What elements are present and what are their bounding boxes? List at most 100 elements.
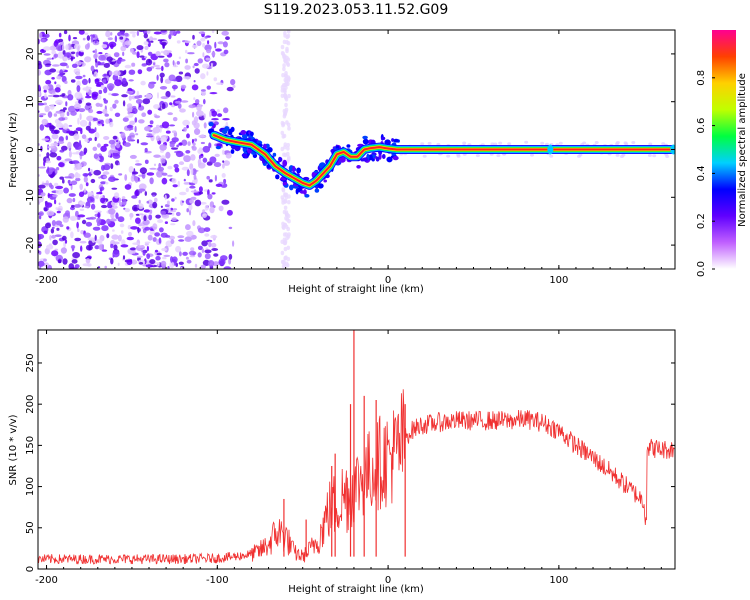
speckle-point <box>78 108 86 113</box>
speckle-point <box>54 81 57 85</box>
speckle-point <box>287 126 291 131</box>
speckle-point <box>207 260 215 267</box>
speckle-point <box>68 150 72 158</box>
speckle-point <box>206 85 211 90</box>
speckle-point <box>172 117 178 122</box>
speckle-point <box>141 63 147 67</box>
speckle-point <box>223 160 231 166</box>
speckle-point <box>47 166 50 174</box>
speckle-point <box>83 151 86 155</box>
speckle-point <box>283 142 288 147</box>
speckle-point <box>98 54 106 61</box>
speckle-point <box>206 175 210 180</box>
speckle-point <box>88 108 94 114</box>
speckle-point <box>94 48 98 54</box>
speckle-point <box>285 34 290 40</box>
y-tick-label: 200 <box>25 395 36 414</box>
speckle-point <box>122 51 125 57</box>
speckle-point <box>125 115 133 118</box>
ridge-blob <box>230 126 235 133</box>
speckle-point <box>80 150 83 156</box>
speckle-point <box>211 52 216 56</box>
speckle-point <box>62 179 65 184</box>
speckle-point <box>162 256 167 260</box>
speckle-point <box>66 130 74 134</box>
speckle-point <box>45 63 52 66</box>
speckle-point <box>187 52 195 55</box>
speckle-point <box>53 113 58 117</box>
ridge-blob <box>230 149 235 154</box>
speckle-point <box>74 204 81 208</box>
speckle-point <box>43 258 47 262</box>
speckle-point <box>103 143 109 147</box>
speckle-point <box>192 111 195 118</box>
ridge-blob <box>382 154 386 159</box>
speckle-point <box>221 149 225 155</box>
speckle-point <box>146 253 151 260</box>
speckle-point <box>44 202 53 208</box>
speckle-point <box>283 255 288 261</box>
speckle-point <box>173 163 179 169</box>
speckle-point <box>52 239 58 246</box>
speckle-point <box>57 259 62 264</box>
speckle-point <box>54 234 62 237</box>
x-tick-label: 0 <box>385 575 391 586</box>
speckle-point <box>127 135 132 142</box>
speckle-point <box>164 194 167 201</box>
speckle-point <box>286 41 291 46</box>
ridge-blob <box>282 159 288 167</box>
speckle-point <box>89 216 97 220</box>
speckle-point <box>111 149 119 154</box>
speckle-point <box>83 176 88 183</box>
speckle-point <box>185 58 189 64</box>
speckle-point <box>86 35 91 41</box>
speckle-point <box>218 205 224 212</box>
speckle-point <box>73 103 81 110</box>
speckle-point <box>210 62 213 69</box>
speckle-point <box>207 193 213 200</box>
speckle-point <box>70 245 76 249</box>
snr-frame <box>37 329 676 570</box>
y-tick-label: -10 <box>25 189 36 205</box>
speckle-point <box>193 80 196 83</box>
speckle-point <box>141 57 146 61</box>
speckle-point <box>80 50 84 53</box>
speckle-point <box>124 40 132 46</box>
speckle-point <box>202 145 211 153</box>
speckle-point <box>146 200 150 204</box>
speckle-point <box>284 261 289 266</box>
speckle-point <box>225 152 232 159</box>
y-tick-label: 10 <box>25 95 36 108</box>
colorbar-gradient <box>712 30 736 269</box>
speckle-point <box>130 175 135 182</box>
speckle-point <box>68 193 76 197</box>
speckle-point <box>112 229 115 232</box>
speckle-point <box>204 249 212 254</box>
speckle-point <box>186 133 190 139</box>
speckle-point <box>184 40 191 44</box>
speckle-point <box>84 137 90 143</box>
speckle-point <box>147 109 153 115</box>
speckle-point <box>192 142 196 147</box>
speckle-point <box>228 258 232 265</box>
speckle-point <box>140 247 143 253</box>
speckle-point <box>109 121 114 128</box>
ridge-blob <box>323 179 328 183</box>
speckle-point <box>56 227 60 231</box>
speckle-point <box>213 77 218 82</box>
speckle-point <box>162 44 165 49</box>
speckle-point <box>183 126 187 132</box>
speckle-point <box>211 248 219 251</box>
speckle-point <box>124 64 132 69</box>
speckle-point <box>427 141 432 145</box>
speckle-point <box>51 220 57 226</box>
speckle-point <box>106 218 111 225</box>
snr-y-ticks: 0 50 100 150 200 250 <box>25 353 675 572</box>
speckle-point <box>145 264 154 268</box>
speckle-point <box>159 72 165 78</box>
speckle-point <box>155 135 161 142</box>
speckle-point <box>57 140 65 144</box>
speckle-point <box>167 165 173 170</box>
speckle-point <box>63 56 68 62</box>
